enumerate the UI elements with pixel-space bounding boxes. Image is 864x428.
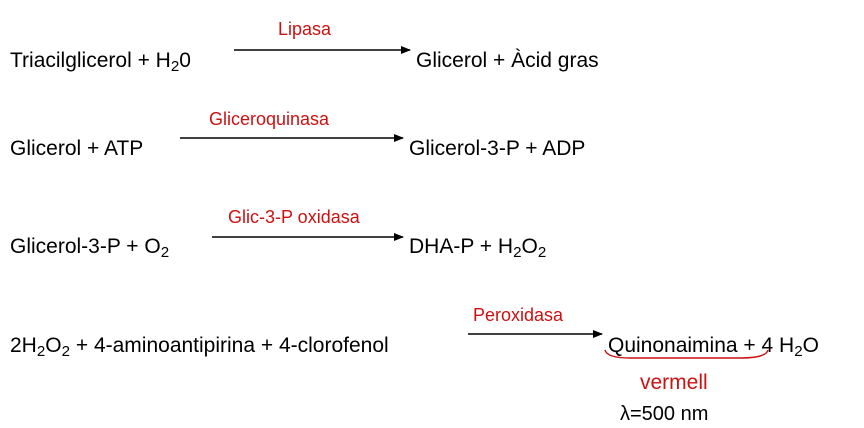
reaction-1-products: Glicerol + Àcid gras bbox=[416, 49, 599, 72]
enzyme-glic-3-p-oxidasa: Glic-3-P oxidasa bbox=[228, 207, 360, 227]
reaction-4-reactants: 2H2O2 + 4-aminoantipirina + 4-clorofenol bbox=[10, 334, 389, 361]
reaction-1-reactants: Triacilglicerol + H20 bbox=[10, 49, 191, 76]
enzyme-peroxidasa: Peroxidasa bbox=[473, 305, 564, 325]
color-label: vermell bbox=[640, 371, 708, 394]
enzyme-lipasa: Lipasa bbox=[278, 19, 332, 39]
reaction-3-products: DHA-P + H2O2 bbox=[409, 235, 547, 262]
reaction-2-products: Glicerol-3-P + ADP bbox=[409, 137, 586, 160]
quinonaimina-brace bbox=[604, 349, 769, 359]
wavelength-label: λ=500 nm bbox=[620, 403, 709, 425]
reaction-2-reactants: Glicerol + ATP bbox=[10, 137, 144, 160]
reaction-3-reactants: Glicerol-3-P + O2 bbox=[10, 235, 170, 262]
reaction-4-products: Quinonaimina + 4 H2O bbox=[608, 334, 819, 361]
enzyme-gliceroquinasa: Gliceroquinasa bbox=[209, 109, 330, 129]
